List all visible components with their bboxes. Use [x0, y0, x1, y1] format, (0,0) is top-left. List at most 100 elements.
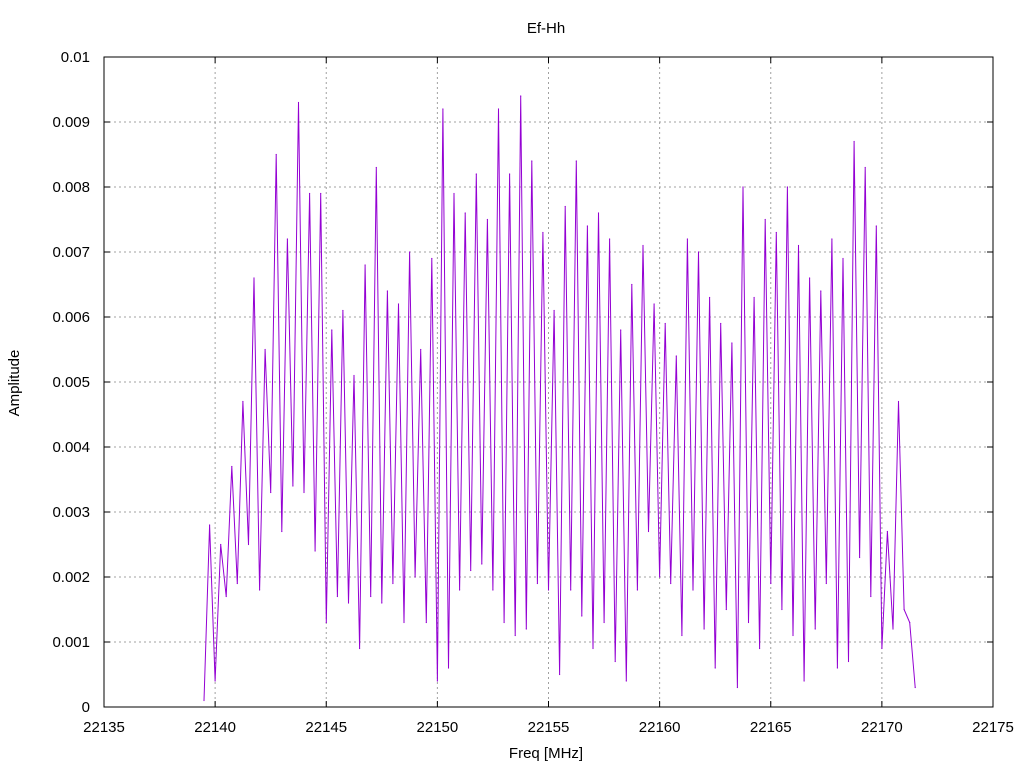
series-point — [753, 296, 755, 299]
series-point — [542, 231, 544, 234]
series-point — [275, 153, 277, 156]
series-point — [731, 342, 733, 344]
series-point — [631, 283, 633, 286]
series-point — [453, 192, 455, 195]
series-point — [481, 563, 483, 565]
series-point — [620, 329, 622, 331]
series-point — [681, 634, 683, 637]
series-point — [831, 238, 833, 240]
series-point — [242, 400, 244, 403]
series-point — [909, 621, 911, 624]
y-tick-label: 0.008 — [52, 179, 90, 196]
series-point — [320, 192, 322, 195]
y-tick-label: 0.007 — [52, 244, 90, 261]
series-point — [514, 634, 516, 637]
series-point — [892, 628, 894, 630]
series-point — [470, 569, 472, 572]
series-point — [359, 647, 361, 650]
series-point — [736, 686, 739, 689]
y-tick-label: 0.01 — [61, 49, 90, 66]
x-tick-label: 22140 — [194, 719, 236, 736]
series-point — [436, 680, 438, 682]
series-point — [675, 355, 677, 357]
series-point — [803, 680, 805, 682]
series-point — [547, 589, 550, 591]
series-point — [797, 244, 800, 247]
y-axis-label: Amplitude — [6, 350, 23, 417]
series-point — [464, 212, 466, 214]
y-tick-label: 0.004 — [52, 439, 90, 456]
series-point — [381, 602, 383, 604]
series-point — [686, 238, 689, 240]
series-point — [614, 660, 616, 663]
y-tick-label: 0.009 — [52, 114, 90, 131]
series-point — [214, 680, 216, 682]
series-point — [286, 238, 288, 240]
series-point — [536, 582, 539, 585]
series-point — [231, 465, 233, 468]
series-point — [281, 530, 283, 533]
series-point — [759, 647, 761, 650]
x-tick-label: 22165 — [750, 719, 792, 736]
series-point — [475, 173, 477, 175]
series-point — [459, 589, 461, 591]
series-point — [442, 108, 444, 110]
series-point — [292, 485, 294, 487]
series-point — [386, 290, 388, 292]
series-point — [397, 303, 400, 305]
y-tick-label: 0.001 — [52, 634, 90, 651]
series-point — [520, 95, 522, 97]
series-point — [870, 595, 872, 598]
series-point — [836, 667, 839, 669]
series-point — [853, 140, 855, 143]
series-point — [564, 205, 566, 208]
series-point — [431, 257, 433, 260]
series-point — [497, 108, 500, 110]
series-point — [364, 264, 366, 266]
series-point — [486, 218, 488, 221]
series-point — [747, 621, 750, 624]
series-point — [586, 225, 589, 227]
series-point — [303, 491, 305, 494]
series-point — [253, 277, 255, 279]
x-tick-label: 22170 — [861, 719, 903, 736]
y-tick-label: 0 — [82, 699, 90, 716]
series-point — [864, 166, 866, 169]
series-point — [592, 647, 594, 650]
series-point — [914, 686, 916, 689]
series-point — [847, 660, 850, 663]
series-point — [581, 615, 583, 617]
series-point — [297, 101, 300, 104]
series-point — [575, 160, 577, 162]
series-point — [792, 634, 794, 637]
series-point — [503, 621, 505, 624]
series-point — [725, 608, 727, 611]
series-point — [636, 589, 639, 591]
series-layer — [203, 95, 916, 702]
series-point — [347, 602, 350, 604]
series-point — [409, 251, 411, 253]
series-point — [703, 628, 705, 630]
x-tick-labels: 22135 22140 22145 22150 22155 22160 22165 22170… — [83, 719, 1014, 736]
series-point — [370, 595, 372, 598]
series-point — [414, 576, 416, 578]
series-point — [314, 550, 316, 552]
x-tick-label: 22145 — [305, 719, 347, 736]
series-point — [742, 186, 744, 188]
series-point — [881, 647, 883, 650]
x-tick-label: 22135 — [83, 719, 125, 736]
series-point — [775, 231, 777, 234]
series-point — [809, 277, 811, 279]
series-point — [225, 595, 227, 598]
series-point — [342, 309, 344, 312]
series-point — [259, 589, 261, 591]
series-point — [764, 218, 766, 221]
series-point — [597, 212, 600, 214]
series-point — [670, 582, 672, 585]
series-point — [203, 699, 205, 702]
series-point — [653, 303, 655, 305]
series-point — [570, 589, 572, 591]
series-point — [609, 238, 611, 240]
series-point — [697, 251, 700, 253]
ticks — [103, 56, 994, 708]
